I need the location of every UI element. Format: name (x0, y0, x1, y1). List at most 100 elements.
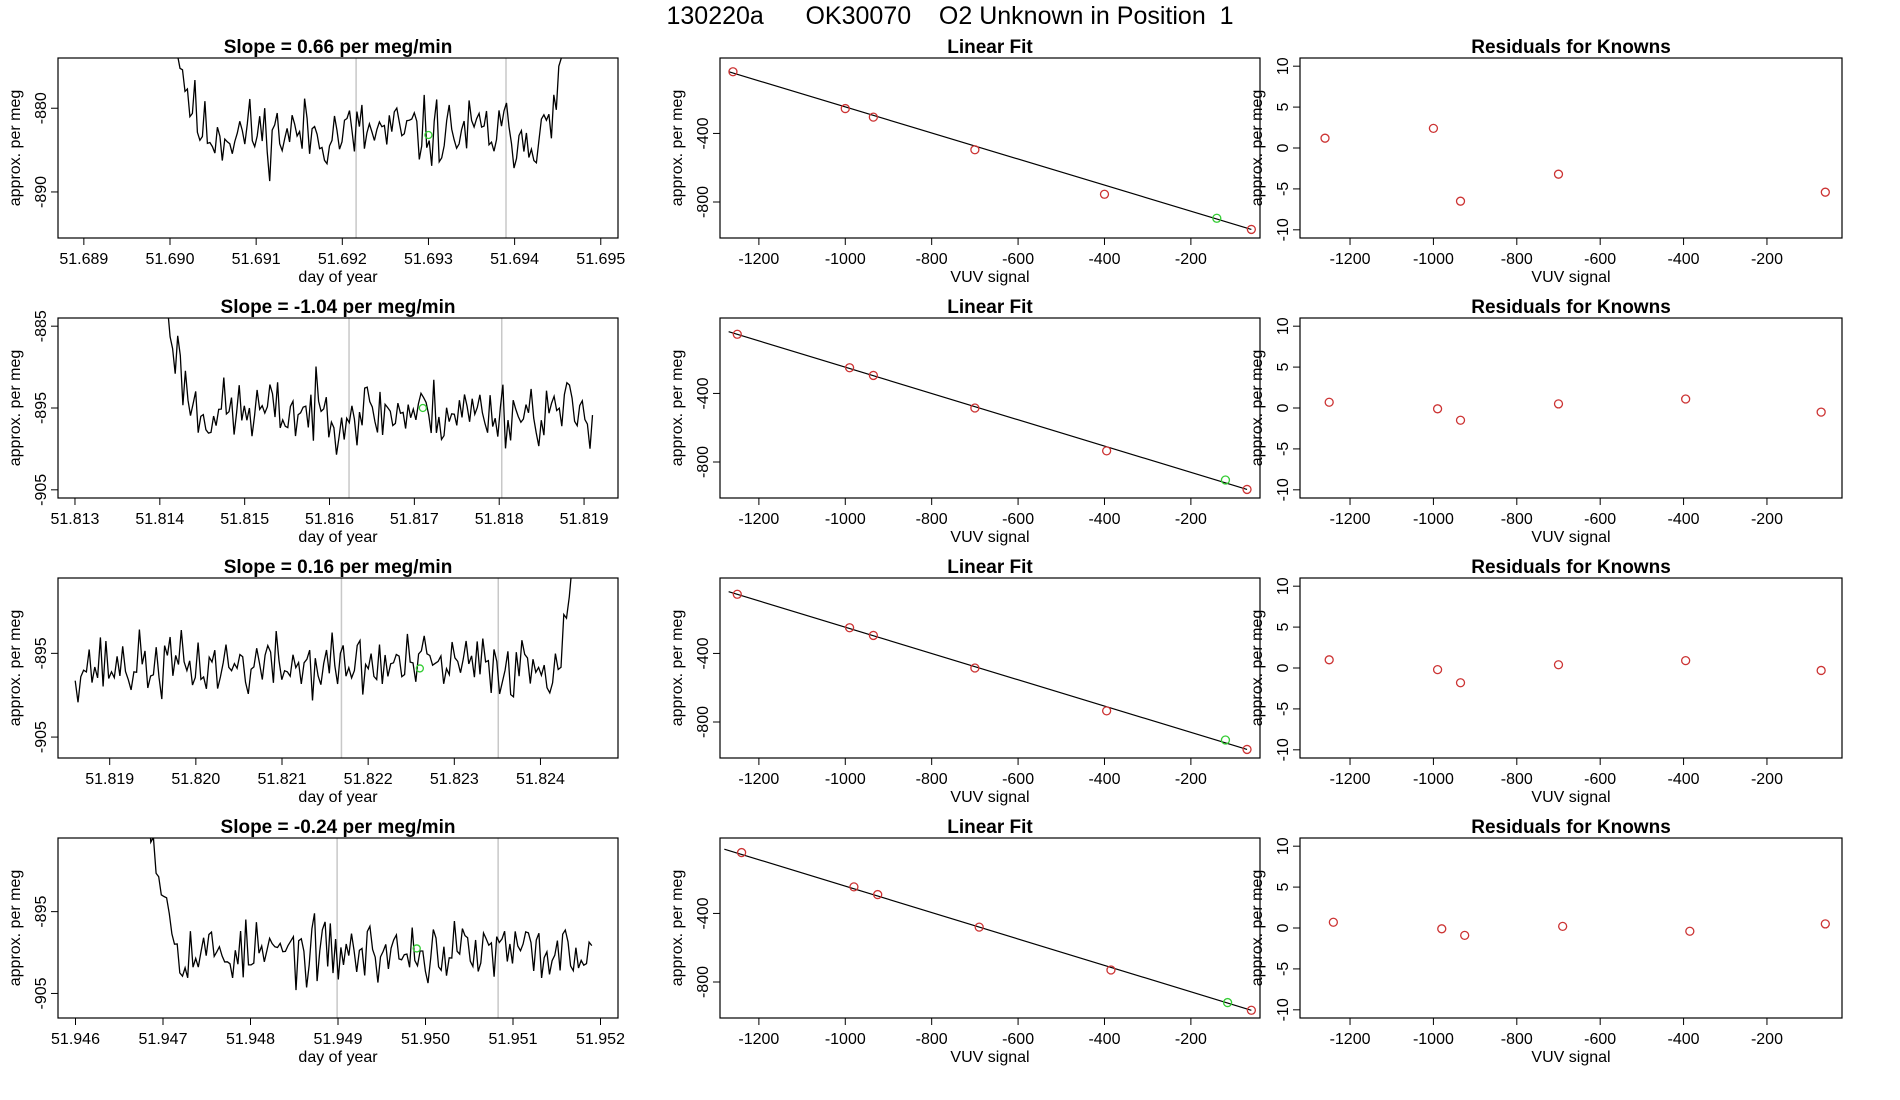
x-tick-label: -800 (916, 511, 948, 528)
unknown-point (1222, 997, 1233, 1008)
x-tick-label: -600 (1584, 771, 1616, 788)
known-point (1101, 706, 1112, 716)
plot-area (728, 67, 1257, 235)
plot-area (177, 58, 562, 182)
known-point (728, 67, 738, 77)
y-tick-label: -10 (1275, 998, 1292, 1021)
panel-r2-c2: Linear Fit -1200 -1000 -800 -600 -400 -200 -400… (669, 297, 1261, 546)
y-tick-label: 5 (1275, 103, 1292, 112)
panel-r1-c1: Slope = 0.66 per meg/min 51.689 51.690 51.6… (7, 37, 625, 286)
x-axis-label: day of year (298, 1049, 378, 1066)
x-axis-label: VUV signal (950, 1049, 1029, 1066)
y-axis-label: approx. per meg (1249, 610, 1266, 727)
residual-point (1455, 678, 1466, 688)
y-axis-label: approx. per meg (7, 350, 24, 467)
x-tick-label: -600 (1584, 251, 1616, 268)
y-tick-label: -800 (695, 446, 712, 478)
x-tick-label: 51.818 (475, 511, 524, 528)
residual-point (1455, 415, 1466, 425)
known-point (844, 623, 855, 633)
y-tick-label: -800 (695, 186, 712, 218)
x-axis-label: day of year (298, 529, 378, 546)
series-line (177, 58, 562, 182)
y-tick-label: 0 (1275, 923, 1292, 932)
x-tick-label: 51.815 (220, 511, 269, 528)
residual-point (1553, 660, 1564, 670)
y-tick-label: 5 (1275, 883, 1292, 892)
y-axis-label: approx. per meg (669, 870, 686, 987)
y-tick-label: -5 (1275, 962, 1292, 976)
y-axis-label: approx. per meg (1249, 90, 1266, 207)
unknown-point (1220, 735, 1231, 745)
known-point (840, 103, 850, 114)
known-point (974, 922, 984, 932)
x-tick-label: -200 (1175, 511, 1207, 528)
y-tick-label: 5 (1275, 363, 1292, 372)
residual-point (1432, 664, 1443, 675)
x-axis-label: VUV signal (1531, 529, 1610, 546)
x-tick-label: 51.948 (226, 1031, 275, 1048)
x-tick-label: -400 (1668, 1031, 1700, 1048)
x-tick-label: -600 (1584, 1031, 1616, 1048)
y-axis-label: approx. per meg (669, 610, 686, 727)
x-tick-label: 51.823 (430, 771, 479, 788)
plot-area (149, 838, 593, 991)
known-point (970, 663, 980, 673)
x-tick-label: 51.693 (404, 251, 453, 268)
x-tick-label: -800 (1501, 771, 1533, 788)
residual-point (1816, 407, 1826, 417)
x-tick-label: -1200 (738, 511, 779, 528)
series-line (74, 578, 572, 703)
x-tick-label: -200 (1751, 251, 1783, 268)
residual-point (1324, 655, 1334, 665)
x-tick-label: -200 (1751, 771, 1783, 788)
y-tick-label: -10 (1275, 738, 1292, 761)
known-point (868, 630, 879, 641)
x-tick-label: 51.824 (516, 771, 565, 788)
known-point (1106, 965, 1116, 975)
y-tick-label: -880 (33, 92, 50, 124)
x-tick-label: 51.814 (135, 511, 184, 528)
known-point (849, 882, 859, 892)
x-tick-label: 51.692 (318, 251, 367, 268)
plot-frame (57, 837, 619, 1019)
y-tick-label: 10 (1275, 317, 1292, 335)
panel-title: Linear Fit (947, 817, 1033, 838)
y-tick-label: -905 (33, 474, 50, 506)
y-tick-label: -800 (695, 706, 712, 738)
residual-point (1428, 123, 1439, 134)
x-tick-label: -600 (1002, 511, 1034, 528)
x-axis-label: VUV signal (950, 789, 1029, 806)
x-tick-label: 51.819 (85, 771, 134, 788)
x-tick-label: 51.816 (305, 511, 354, 528)
fit-line (728, 591, 1248, 751)
known-point (970, 403, 980, 413)
y-tick-label: -895 (33, 392, 50, 424)
y-tick-label: -885 (33, 310, 50, 342)
residual-point (1816, 665, 1826, 676)
panel-r3-c2: Linear Fit -1200 -1000 -800 -600 -400 -200 -400… (669, 557, 1261, 806)
known-point (970, 145, 980, 155)
plot-area (74, 578, 572, 703)
x-tick-label: -600 (1002, 771, 1034, 788)
residual-point (1455, 196, 1466, 206)
x-tick-label: -1000 (1413, 251, 1454, 268)
residual-point (1460, 930, 1470, 941)
y-tick-label: -10 (1275, 218, 1292, 241)
residual-point (1681, 655, 1691, 666)
y-axis-label: approx. per meg (7, 870, 24, 987)
x-tick-label: 51.947 (139, 1031, 188, 1048)
plot-area (167, 318, 594, 455)
y-tick-label: 0 (1275, 403, 1292, 412)
panel-title: Slope = 0.16 per meg/min (224, 557, 453, 578)
y-tick-label: -895 (33, 896, 50, 928)
unknown-point (415, 664, 424, 673)
plot-area (728, 589, 1252, 755)
x-tick-label: -800 (1501, 1031, 1533, 1048)
residual-point (1553, 169, 1564, 179)
x-axis-label: VUV signal (950, 529, 1029, 546)
x-tick-label: -1000 (1413, 1031, 1454, 1048)
x-tick-label: -1200 (1330, 1031, 1371, 1048)
plot-frame (719, 837, 1261, 1019)
x-tick-label: 51.950 (401, 1031, 450, 1048)
